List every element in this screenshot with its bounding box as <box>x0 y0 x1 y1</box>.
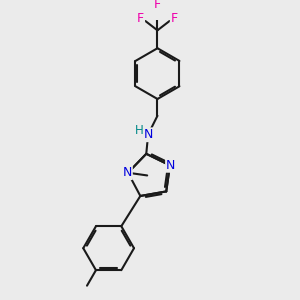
Text: F: F <box>154 0 161 11</box>
Text: H: H <box>134 124 143 137</box>
Text: F: F <box>137 11 144 25</box>
Text: N: N <box>144 128 154 141</box>
Text: N: N <box>166 159 175 172</box>
Text: N: N <box>123 166 132 179</box>
Text: F: F <box>171 11 178 25</box>
